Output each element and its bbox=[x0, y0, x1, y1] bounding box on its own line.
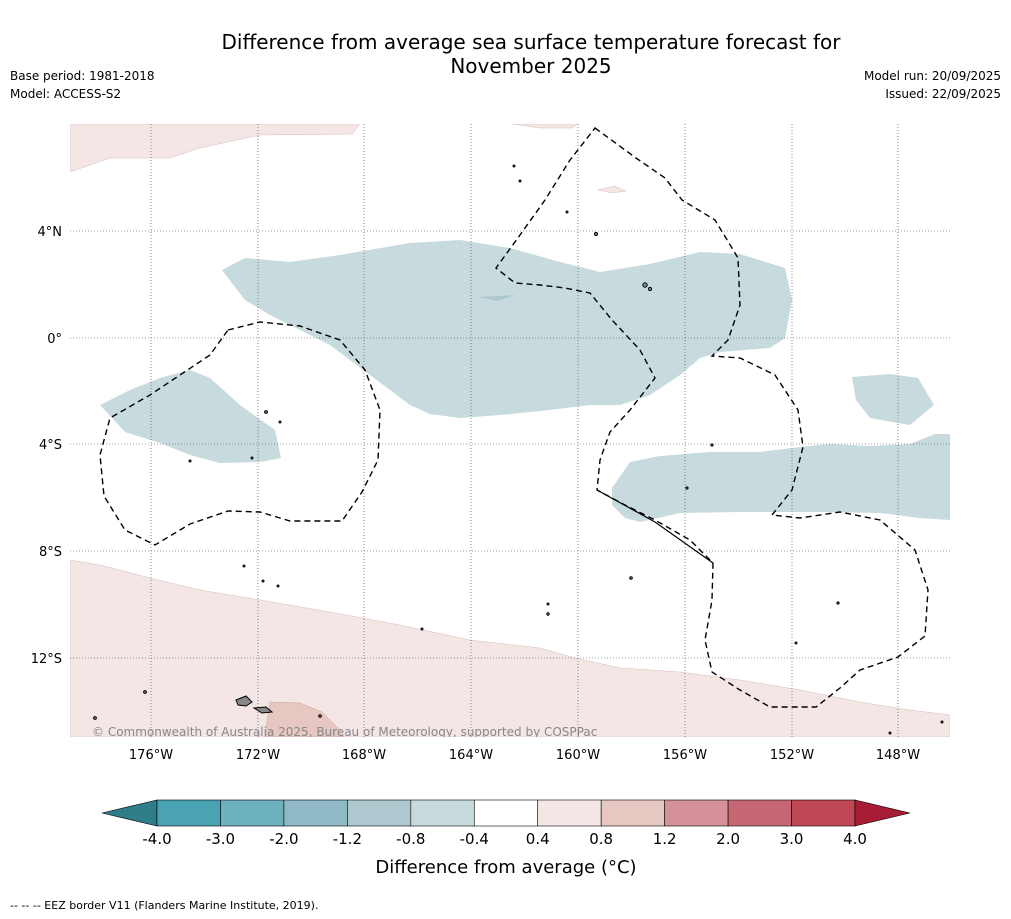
colorbar-tick-label: 2.0 bbox=[716, 830, 740, 848]
colorbar-segment bbox=[537, 799, 602, 827]
eez-borders bbox=[99, 127, 929, 708]
colorbar bbox=[101, 799, 911, 827]
island-samoa-upolu bbox=[252, 706, 274, 714]
colorbar-segment bbox=[473, 799, 539, 827]
lon-label-168w: 168°W bbox=[342, 748, 386, 763]
colorbar-segment bbox=[156, 799, 221, 827]
lon-label-164w: 164°W bbox=[449, 748, 493, 763]
copyright-notice: © Commonwealth of Australia 2025, Bureau… bbox=[92, 725, 597, 739]
cool-region-central bbox=[222, 240, 792, 418]
cool-region-east bbox=[852, 374, 934, 425]
meta-left: Base period: 1981-2018 Model: ACCESS-S2 bbox=[10, 67, 155, 103]
eez-kiribati-phoenix bbox=[99, 321, 381, 546]
colorbar-segment bbox=[283, 799, 348, 827]
maritime-boundary-solid bbox=[596, 489, 714, 564]
warm-region-south bbox=[70, 559, 950, 737]
lat-label-4s: 4°S bbox=[39, 438, 62, 453]
colorbar-segment bbox=[600, 799, 665, 827]
model-name: Model: ACCESS-S2 bbox=[10, 87, 122, 101]
colorbar-title: Difference from average (°C) bbox=[375, 857, 636, 878]
title-line-1: Difference from average sea surface temp… bbox=[221, 30, 841, 54]
issued-date: Issued: 22/09/2025 bbox=[885, 87, 1001, 101]
colorbar-tick-label: -0.8 bbox=[396, 830, 425, 848]
warm-region-islet bbox=[597, 185, 627, 194]
warm-region-top-left bbox=[70, 124, 361, 173]
lon-label-148w: 148°W bbox=[876, 748, 920, 763]
colorbar-extend-low bbox=[101, 799, 158, 827]
title-line-2: November 2025 bbox=[450, 54, 612, 78]
colorbar-labels: -4.0 -3.0 -2.0 -1.2 -0.8 -0.4 0.4 0.8 1.2 2.0 3.0 4… bbox=[142, 830, 867, 848]
lon-label-176w: 176°W bbox=[129, 748, 173, 763]
eez-kiribati-line bbox=[495, 127, 929, 708]
colorbar-tick-label: 1.2 bbox=[653, 830, 677, 848]
colorbar-tick-label: 0.4 bbox=[526, 830, 550, 848]
colorbar-tick-label: 3.0 bbox=[780, 830, 804, 848]
lon-label-160w: 160°W bbox=[556, 748, 600, 763]
colorbar-segment bbox=[664, 799, 729, 827]
island-samoa-savaii bbox=[235, 695, 253, 707]
warm-region-top-center bbox=[512, 124, 579, 129]
lat-label-4n: 4°N bbox=[38, 225, 63, 240]
map-title: Difference from average sea surface temp… bbox=[0, 30, 1011, 78]
lat-labels: 4°N 0° 4°S 8°S 12°S bbox=[31, 225, 62, 667]
islands bbox=[93, 164, 944, 735]
warm-region-samoa bbox=[264, 701, 345, 737]
colorbar-tick-label: -3.0 bbox=[206, 830, 235, 848]
lat-label-8s: 8°S bbox=[39, 545, 62, 560]
meta-right: Model run: 20/09/2025 Issued: 22/09/2025 bbox=[864, 67, 1001, 103]
colorbar-tick-label: -4.0 bbox=[142, 830, 171, 848]
colorbar-segment bbox=[347, 799, 412, 827]
cool-region-west bbox=[100, 370, 281, 463]
colorbar-tick-label: -1.2 bbox=[333, 830, 362, 848]
colorbar-segment bbox=[791, 799, 856, 827]
lon-label-152w: 152°W bbox=[770, 748, 814, 763]
map-area: © Commonwealth of Australia 2025, Bureau… bbox=[70, 124, 950, 739]
colorbar-tick-label: -0.4 bbox=[460, 830, 489, 848]
colorbar-segment bbox=[727, 799, 792, 827]
lon-label-172w: 172°W bbox=[236, 748, 280, 763]
colorbar-segment bbox=[410, 799, 475, 827]
lat-label-12s: 12°S bbox=[31, 652, 62, 667]
base-period: Base period: 1981-2018 bbox=[10, 69, 155, 83]
colorbar-extend-high bbox=[854, 799, 911, 827]
colorbar-tick-label: 0.8 bbox=[589, 830, 613, 848]
model-run: Model run: 20/09/2025 bbox=[863, 69, 1001, 83]
colorbar-tick-label: 4.0 bbox=[843, 830, 867, 848]
colorbar-segment bbox=[220, 799, 285, 827]
gridlines bbox=[70, 124, 950, 737]
cool-region-small bbox=[478, 295, 515, 301]
lon-label-156w: 156°W bbox=[663, 748, 707, 763]
eez-footnote: -- -- -- EEZ border V11 (Flanders Marine… bbox=[10, 899, 319, 912]
lon-labels: 176°W 172°W 168°W 164°W 160°W 156°W 152°… bbox=[129, 748, 920, 763]
lat-label-0: 0° bbox=[47, 332, 62, 347]
colorbar-tick-label: -2.0 bbox=[269, 830, 298, 848]
cool-region-southeast bbox=[612, 434, 950, 522]
